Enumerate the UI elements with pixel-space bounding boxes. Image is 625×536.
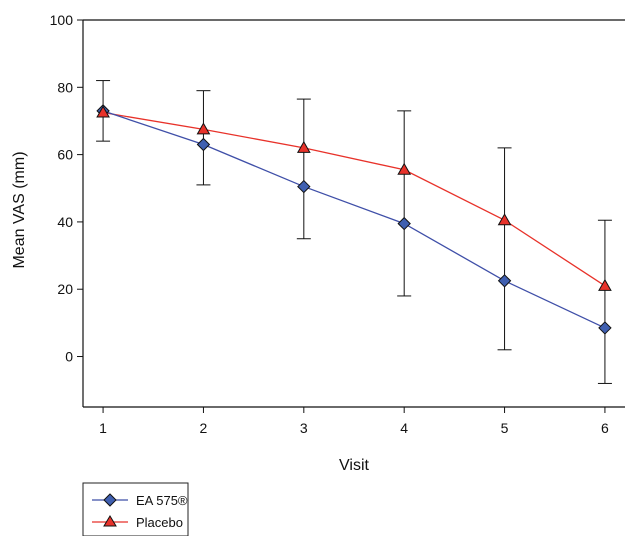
x-axis-title: Visit [339,457,369,474]
x-tick-label: 6 [601,420,609,436]
series-lines [102,110,606,329]
x-tick-label: 1 [99,420,107,436]
data-point-ea-575- [297,179,311,194]
plot-area [82,19,625,408]
axis-ticks: 0 20 40 60 80 100 1 2 3 4 5 6 [50,12,609,436]
data-point-ea-575- [598,321,612,335]
legend-marker-ea575 [103,493,117,507]
x-tick-label: 4 [400,420,408,436]
y-tick-label: 100 [50,12,74,28]
x-tick-label: 2 [200,420,208,436]
data-point-ea-575- [497,274,512,288]
x-tick-label: 5 [501,420,509,436]
series-line-placebo [102,111,606,287]
y-tick-label: 20 [57,281,73,297]
series-markers [96,104,612,335]
y-tick-label: 60 [57,147,73,163]
x-tick-label: 3 [300,420,308,436]
y-tick-label: 80 [57,79,73,95]
data-point-placebo [397,162,412,175]
legend-marker-placebo [103,515,117,527]
series-line-ea-575- [102,110,606,329]
data-point-placebo [196,122,211,135]
data-point-placebo [296,140,311,153]
data-point-placebo [497,213,512,226]
legend-label-ea575: EA 575® [136,493,188,508]
data-point-ea-575- [397,216,411,231]
y-tick-label: 40 [57,214,73,230]
legend-label-placebo: Placebo [136,515,183,530]
legend-box [82,482,189,536]
y-tick-label: 0 [65,349,73,365]
data-point-placebo [96,105,110,118]
data-point-ea-575- [196,137,211,152]
error-bars [96,80,612,384]
data-point-placebo [598,278,612,291]
legend: EA 575® Placebo [82,482,189,536]
y-axis-title: Mean VAS (mm) [11,151,28,268]
